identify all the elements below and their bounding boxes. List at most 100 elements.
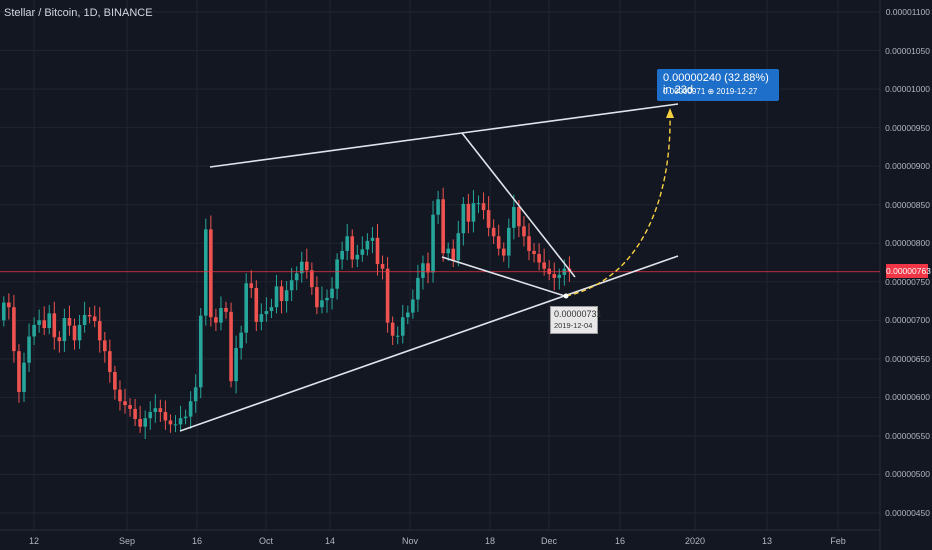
candle-body [441,199,445,254]
candle-body [512,207,516,228]
candle-body [92,316,97,322]
candle-body [244,283,248,333]
price-axis-label: 0.00000450 [885,508,930,519]
candle-body [7,302,11,308]
candle-body [527,236,531,251]
candle-body [305,261,309,271]
candle-body [355,254,360,260]
candle-body [416,277,420,300]
candle-body [254,287,259,322]
candle-body [173,424,178,426]
candle-body [345,236,349,251]
price-axis-label: 0.00000850 [885,199,930,210]
candle-body [2,302,6,321]
candle-body [517,207,521,227]
candle-body [330,288,334,298]
candle-body [188,401,193,417]
candle-body [411,299,415,313]
candle-body [395,335,400,337]
candle-body [22,362,26,392]
candle-body [557,274,562,278]
candle-body [234,348,238,382]
time-axis-label: 13 [761,536,773,546]
candle-body [335,259,339,289]
candle-body [421,263,425,278]
candle-body [522,226,526,237]
candle-body [426,263,430,273]
price-axis-label: 0.00000500 [885,469,930,480]
candle-body [264,311,269,315]
candle-body [108,351,112,372]
candle-body [62,317,67,342]
candle-body [214,317,218,323]
price-axis-label: 0.00000600 [885,392,930,403]
price-axis-label: 0.00001100 [885,7,930,17]
candle-body [224,307,228,312]
candle-body [360,249,365,255]
candle-body [431,214,435,273]
candle-body [532,250,536,255]
candle-body [27,336,31,363]
candle-body [537,254,541,263]
candle-body [77,324,82,341]
low-point-value: 0.00000731 [554,309,602,319]
projection-arrowhead [666,108,674,118]
candle-body [542,262,546,269]
candle-body [103,340,107,352]
time-axis-label: Oct [258,536,274,546]
candle-body [370,237,375,241]
candle-body [193,387,198,402]
candle-body [325,297,329,301]
candle-body [52,313,57,338]
candle-body [12,307,16,352]
candle-body [486,210,491,228]
candle-body [471,203,476,222]
candle-body [552,274,557,278]
candle-body [67,317,72,326]
candle-body [400,317,405,336]
candle-body [17,351,21,392]
candle-body [350,236,355,260]
price-axis-label: 0.00000700 [885,315,930,326]
time-axis-label: 16 [191,536,203,546]
candle-body [269,307,274,312]
time-axis-label: 18 [484,536,496,546]
candle-body [138,418,142,427]
candle-body [365,240,370,250]
upper-trendline-extension [461,103,679,134]
candle-body [491,227,496,237]
candle-body [198,315,203,388]
falling-wedge-lower [441,256,569,298]
candle-body [274,286,279,308]
time-axis-label: Dec [540,536,558,546]
price-axis-label: 0.00000800 [885,238,930,249]
candle-body [204,229,208,316]
candle-body [476,203,481,205]
time-axis-label: 12 [28,536,40,546]
candle-body [37,320,41,325]
candle-body [406,312,410,318]
low-point-dot [563,293,569,299]
projection-callout[interactable]: 0.00000240 (32.88%) in 23d 0.00000971 ⊕ … [657,69,779,101]
current-price-tag: 0.00000763 [886,264,931,278]
candle-body [239,332,243,349]
chart-title: Stellar / Bitcoin, 1D, BINANCE [4,7,153,19]
candle-body [390,322,395,336]
candle-body [153,408,158,413]
candle-body [375,237,380,265]
candle-body [315,287,319,308]
price-axis-label: 0.00000650 [885,353,930,364]
candle-body [158,408,163,413]
time-axis-label: 16 [614,536,626,546]
upper-trendline [209,132,463,168]
candle-body [143,418,147,427]
candle-body [456,233,461,261]
candle-body [259,314,264,322]
candle-body [310,270,314,288]
time-axis-label: Nov [401,536,419,546]
low-point-marker[interactable]: 0.00000731 2019-12-04 [550,306,602,334]
candle-body [385,268,390,323]
candle-body [320,300,324,308]
